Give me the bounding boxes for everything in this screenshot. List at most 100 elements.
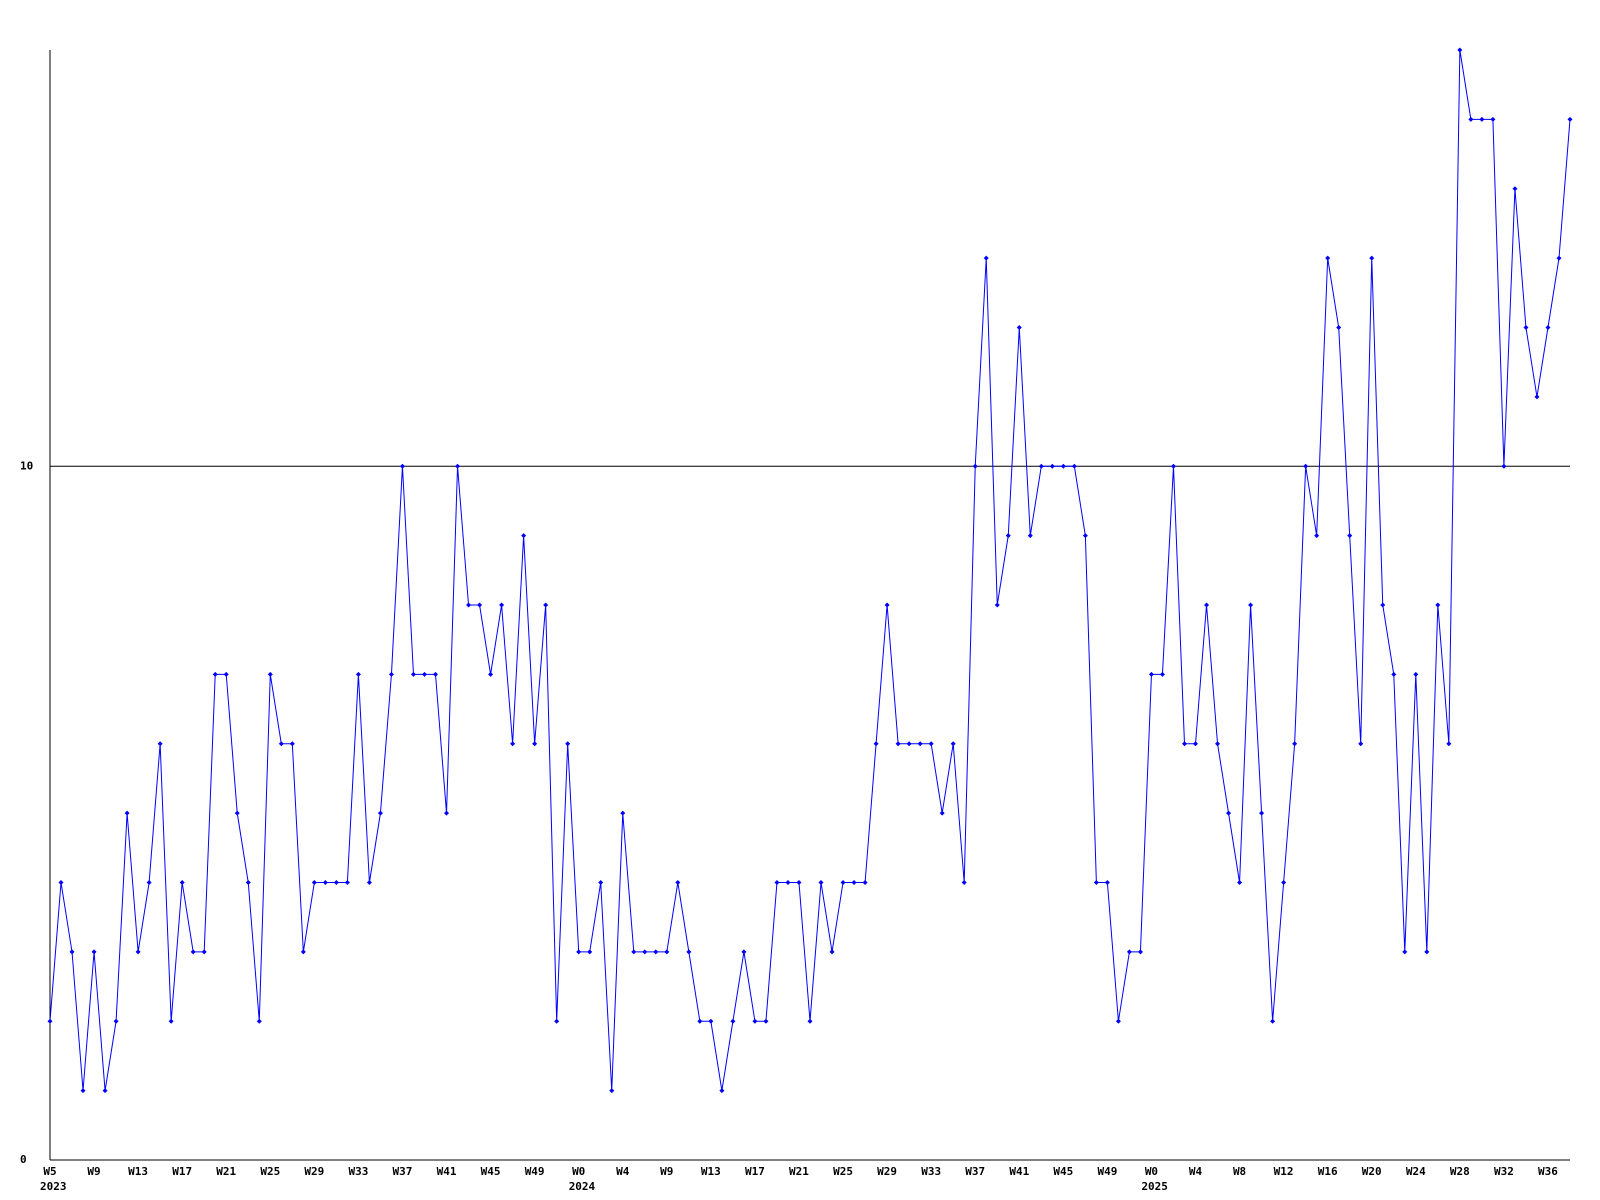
data-point bbox=[47, 1018, 53, 1024]
x-tick-label: W32 bbox=[1494, 1165, 1514, 1178]
data-point bbox=[1281, 880, 1287, 885]
data-point bbox=[201, 949, 207, 955]
data-point bbox=[466, 602, 472, 608]
data-point bbox=[1005, 533, 1011, 539]
x-tick-label: W9 bbox=[660, 1165, 673, 1178]
data-point bbox=[1545, 325, 1551, 330]
data-point bbox=[1523, 325, 1529, 330]
data-point bbox=[455, 463, 461, 469]
data-point bbox=[1038, 463, 1044, 469]
data-point bbox=[1468, 116, 1474, 122]
x-tick-label: W17 bbox=[745, 1165, 765, 1178]
data-point bbox=[1204, 602, 1210, 608]
data-point bbox=[829, 949, 835, 955]
x-tick-label: W36 bbox=[1538, 1165, 1558, 1178]
data-point bbox=[1479, 116, 1485, 122]
data-point bbox=[190, 949, 196, 955]
data-point bbox=[1082, 533, 1088, 539]
data-point bbox=[510, 741, 516, 747]
data-point bbox=[675, 880, 681, 885]
data-point bbox=[1435, 602, 1441, 608]
data-point bbox=[1060, 463, 1066, 469]
data-point bbox=[267, 671, 273, 677]
data-point bbox=[344, 880, 350, 885]
data-point bbox=[521, 533, 527, 539]
data-point bbox=[1501, 463, 1507, 469]
data-point bbox=[410, 671, 416, 677]
x-tick-label: W5 bbox=[43, 1165, 56, 1178]
data-point bbox=[102, 1088, 108, 1094]
data-point bbox=[322, 880, 328, 885]
data-point bbox=[1093, 880, 1099, 885]
data-point bbox=[1193, 741, 1199, 747]
data-point bbox=[928, 741, 934, 747]
data-point bbox=[1358, 741, 1364, 747]
data-point bbox=[1325, 255, 1331, 261]
data-point bbox=[1424, 949, 1430, 955]
x-tick-label: W25 bbox=[833, 1165, 853, 1178]
data-point bbox=[785, 880, 791, 885]
data-point bbox=[532, 741, 538, 747]
data-point bbox=[444, 810, 450, 816]
data-point bbox=[146, 880, 152, 885]
data-point bbox=[730, 1018, 736, 1024]
data-point bbox=[1391, 671, 1397, 677]
x-tick-label: W41 bbox=[1009, 1165, 1029, 1178]
data-point bbox=[1170, 463, 1176, 469]
data-point bbox=[598, 880, 604, 885]
data-point bbox=[1215, 741, 1221, 747]
data-point bbox=[1071, 463, 1077, 469]
x-tick-label: W21 bbox=[216, 1165, 236, 1178]
data-point bbox=[135, 949, 141, 955]
data-point bbox=[653, 949, 659, 955]
x-tick-label: W9 bbox=[87, 1165, 100, 1178]
data-point bbox=[179, 880, 185, 885]
data-point bbox=[499, 602, 505, 608]
x-tick-label: W29 bbox=[304, 1165, 324, 1178]
data-point bbox=[609, 1088, 615, 1094]
data-point bbox=[543, 602, 549, 608]
data-point bbox=[91, 949, 97, 955]
data-point bbox=[1512, 186, 1518, 192]
x-year-label: 2023 bbox=[40, 1180, 67, 1193]
data-point bbox=[1137, 949, 1143, 955]
x-tick-label: W20 bbox=[1362, 1165, 1382, 1178]
data-point bbox=[906, 741, 912, 747]
x-tick-label: W29 bbox=[877, 1165, 897, 1178]
data-point bbox=[311, 880, 317, 885]
data-point bbox=[895, 741, 901, 747]
data-point bbox=[917, 741, 923, 747]
data-point bbox=[587, 949, 593, 955]
x-tick-label: W33 bbox=[348, 1165, 368, 1178]
data-point bbox=[741, 949, 747, 955]
data-point bbox=[388, 671, 394, 677]
data-point bbox=[488, 671, 494, 677]
data-point bbox=[300, 949, 306, 955]
data-point bbox=[1270, 1018, 1276, 1024]
data-point bbox=[972, 463, 978, 469]
data-point bbox=[223, 671, 229, 677]
data-point bbox=[642, 949, 648, 955]
data-point bbox=[256, 1018, 262, 1024]
x-tick-label: W25 bbox=[260, 1165, 280, 1178]
data-point bbox=[939, 810, 945, 816]
data-point bbox=[719, 1088, 725, 1094]
data-point bbox=[1303, 463, 1309, 469]
x-year-label: 2024 bbox=[569, 1180, 596, 1193]
data-point bbox=[807, 1018, 813, 1024]
data-point bbox=[1226, 810, 1232, 816]
x-tick-label: W49 bbox=[1097, 1165, 1117, 1178]
data-point bbox=[884, 602, 890, 608]
data-point bbox=[113, 1018, 119, 1024]
data-point bbox=[289, 741, 295, 747]
data-point bbox=[366, 880, 372, 885]
data-point bbox=[840, 880, 846, 885]
y-tick-label: 10 bbox=[20, 459, 33, 472]
x-tick-label: W0 bbox=[1145, 1165, 1158, 1178]
x-tick-label: W13 bbox=[128, 1165, 148, 1178]
data-point bbox=[994, 602, 1000, 608]
data-point bbox=[1159, 671, 1165, 677]
data-point bbox=[1556, 255, 1562, 261]
data-point bbox=[1457, 47, 1463, 53]
